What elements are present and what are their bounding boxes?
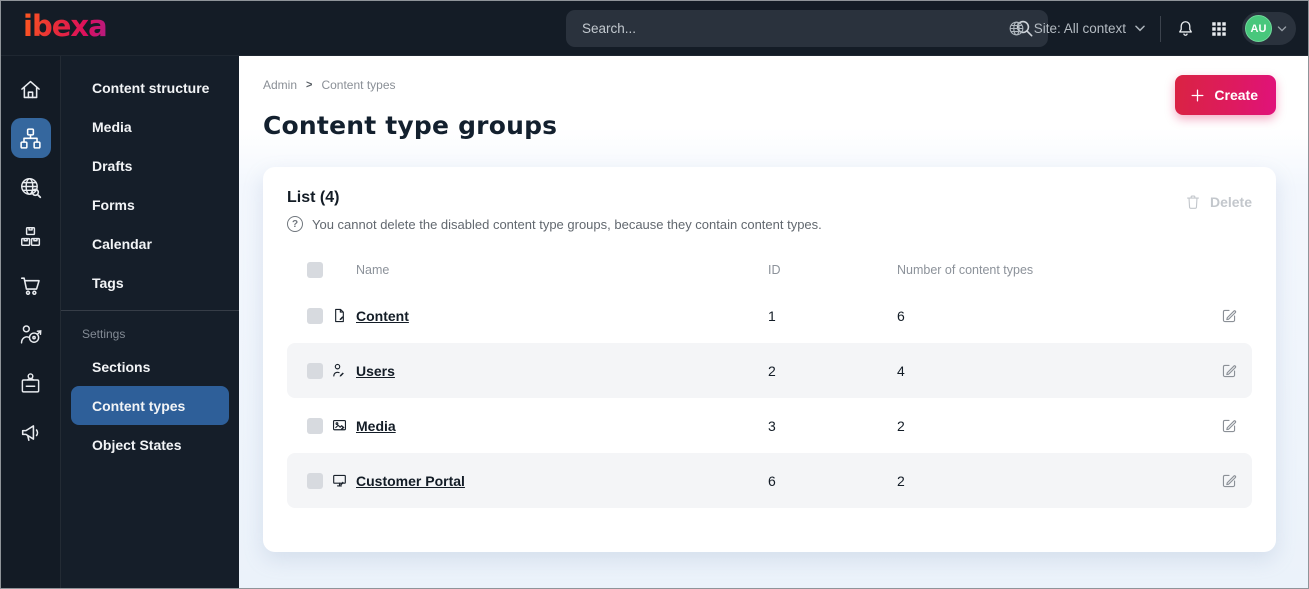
table-row: Customer Portal 6 2 xyxy=(287,453,1252,508)
group-link[interactable]: Media xyxy=(356,417,396,434)
nav-commerce-cart-icon[interactable] xyxy=(11,265,51,305)
nav-site-icon[interactable] xyxy=(11,167,51,207)
nav-admin-icon[interactable] xyxy=(11,363,51,403)
group-count: 6 xyxy=(897,307,905,324)
group-link[interactable]: Users xyxy=(356,362,395,379)
table-row: Media 3 2 xyxy=(287,398,1252,453)
create-button[interactable]: Create xyxy=(1175,75,1276,115)
sidebar-section-settings: Settings xyxy=(82,327,126,341)
content-type-groups-card: List (4) ? You cannot delete the disable… xyxy=(263,167,1276,552)
nav-personalization-icon[interactable] xyxy=(11,314,51,354)
row-checkbox[interactable] xyxy=(307,417,323,434)
list-help-note: ? You cannot delete the disabled content… xyxy=(287,216,822,232)
plus-icon xyxy=(1189,87,1206,104)
select-all-checkbox[interactable] xyxy=(307,262,323,278)
delete-button[interactable]: Delete xyxy=(1184,193,1252,211)
row-checkbox[interactable] xyxy=(307,307,323,324)
group-id: 3 xyxy=(768,417,776,434)
sidebar-item-label: Tags xyxy=(92,274,124,291)
sidebar-item-forms[interactable]: Forms xyxy=(71,185,229,224)
sidebar-item-label: Content types xyxy=(92,397,186,414)
breadcrumb: Admin > Content types xyxy=(263,56,1276,92)
group-count: 4 xyxy=(897,362,905,379)
trash-icon xyxy=(1184,193,1202,211)
edit-button[interactable] xyxy=(1220,362,1238,380)
edit-button[interactable] xyxy=(1220,417,1238,435)
app-grid-icon[interactable] xyxy=(1210,20,1228,38)
group-link[interactable]: Customer Portal xyxy=(356,472,465,489)
column-header-name: Name xyxy=(356,263,390,277)
sidebar-item-label: Content structure xyxy=(92,79,210,96)
sidebar-item-calendar[interactable]: Calendar xyxy=(71,224,229,263)
users-person-icon xyxy=(331,362,356,379)
edit-button[interactable] xyxy=(1220,307,1238,325)
user-menu[interactable]: AU xyxy=(1242,12,1296,45)
sidebar-item-label: Forms xyxy=(92,196,135,213)
sidebar-item-label: Sections xyxy=(92,358,151,375)
group-id: 2 xyxy=(768,362,776,379)
list-title: List (4) xyxy=(287,189,340,206)
group-link[interactable]: Content xyxy=(356,307,409,324)
page-title: Content type groups xyxy=(263,111,558,140)
breadcrumb-separator: > xyxy=(306,79,313,91)
table-row: Users 2 4 xyxy=(287,343,1252,398)
avatar: AU xyxy=(1245,15,1272,42)
row-checkbox[interactable] xyxy=(307,472,323,489)
globe-icon xyxy=(1007,19,1026,38)
table-row: Content 1 6 xyxy=(287,288,1252,343)
site-context-label: Site: All context xyxy=(1033,21,1126,36)
global-search xyxy=(566,10,1048,47)
sidebar-item-label: Object States xyxy=(92,436,182,453)
question-circle-icon: ? xyxy=(287,216,303,232)
sidebar-item-label: Calendar xyxy=(92,235,152,252)
column-header-id: ID xyxy=(768,263,781,277)
group-count: 2 xyxy=(897,417,905,434)
media-image-icon xyxy=(331,417,356,434)
sidebar-divider xyxy=(61,310,239,311)
sidebar-item-label: Drafts xyxy=(92,157,133,174)
nav-home-icon[interactable] xyxy=(11,69,51,109)
breadcrumb-current: Content types xyxy=(321,78,396,92)
site-context-selector[interactable]: Site: All context xyxy=(1007,19,1146,38)
group-id: 1 xyxy=(768,307,776,324)
content-type-groups-table: Name ID Number of content types Content … xyxy=(287,252,1252,508)
edit-button[interactable] xyxy=(1220,472,1238,490)
ibexa-logo[interactable]: ibexa xyxy=(23,9,108,43)
table-header-row: Name ID Number of content types xyxy=(287,252,1252,288)
sidebar-item-sections[interactable]: Sections xyxy=(71,347,229,386)
group-id: 6 xyxy=(768,472,776,489)
top-bar: ibexa Site: All context xyxy=(1,1,1308,56)
content-file-icon xyxy=(331,307,356,324)
search-input[interactable] xyxy=(566,10,1048,47)
topbar-divider xyxy=(1160,15,1161,42)
chevron-down-icon xyxy=(1134,24,1146,33)
column-header-count: Number of content types xyxy=(897,263,1034,277)
group-count: 2 xyxy=(897,472,905,489)
sidebar-item-media[interactable]: Media xyxy=(71,107,229,146)
notifications-bell-icon[interactable] xyxy=(1175,18,1196,39)
sidebar-item-label: Media xyxy=(92,118,132,135)
sidebar-item-content-types[interactable]: Content types xyxy=(71,386,229,425)
breadcrumb-admin-link[interactable]: Admin xyxy=(263,78,298,92)
nav-marketing-megaphone-icon[interactable] xyxy=(11,412,51,452)
sidebar-item-drafts[interactable]: Drafts xyxy=(71,146,229,185)
menu-sidebar: Content structure Media Drafts Forms Cal… xyxy=(61,56,239,588)
list-help-text: You cannot delete the disabled content t… xyxy=(312,216,822,232)
nav-content-structure-icon[interactable] xyxy=(10,118,51,158)
sidebar-item-object-states[interactable]: Object States xyxy=(71,425,229,464)
row-checkbox[interactable] xyxy=(307,362,323,379)
nav-product-catalog-icon[interactable] xyxy=(11,216,51,256)
search-icon xyxy=(1014,18,1035,39)
chevron-down-icon xyxy=(1277,25,1287,33)
delete-button-label: Delete xyxy=(1209,194,1252,210)
portal-monitor-icon xyxy=(331,472,356,489)
sidebar-item-content-structure[interactable]: Content structure xyxy=(71,68,229,107)
create-button-label: Create xyxy=(1214,87,1258,103)
sidebar-item-tags[interactable]: Tags xyxy=(71,263,229,302)
main-content: Admin > Content types Create Content typ… xyxy=(239,56,1308,588)
icon-rail xyxy=(1,56,61,588)
topbar-right-cluster: Site: All context AU xyxy=(1007,1,1296,56)
